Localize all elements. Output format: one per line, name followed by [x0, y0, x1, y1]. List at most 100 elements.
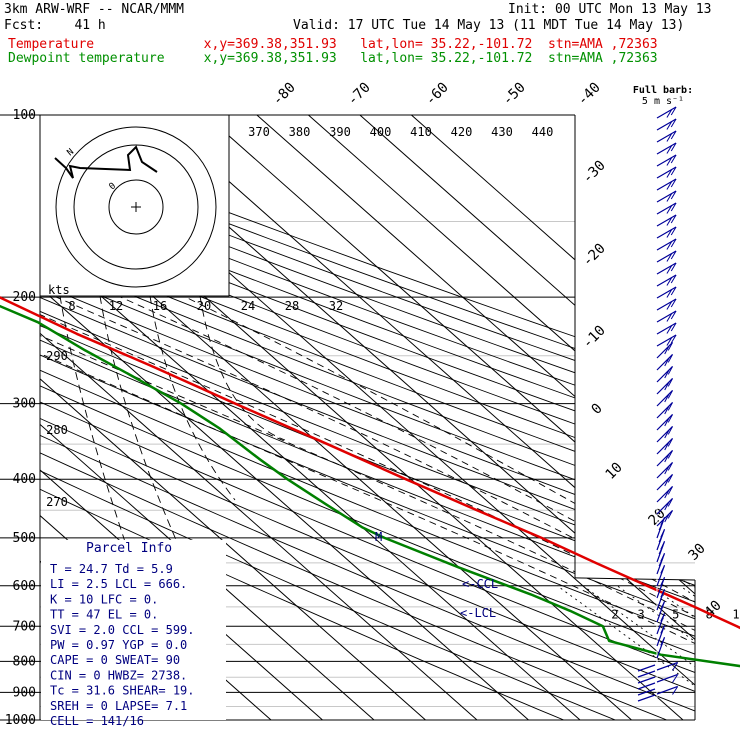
- wind-barb-flag: [664, 405, 670, 415]
- pressure-label: 200: [13, 290, 36, 305]
- parcel-info-row: CELL = 141/16: [50, 714, 144, 728]
- wind-barb: [656, 130, 677, 143]
- dry-adiabat-line: [40, 115, 695, 720]
- wind-barb-flag: [666, 217, 673, 226]
- mixing-ratio-label: 12: [732, 607, 740, 621]
- wind-barb-flag: [666, 121, 673, 130]
- wind-barb-flag: [670, 310, 677, 320]
- barb-legend-title: Full barb:: [633, 85, 693, 96]
- isotherm-label: -50: [500, 80, 529, 109]
- wind-barb-flag: [664, 429, 670, 439]
- parcel-info-row: PW = 0.97 YGP = 0.0: [50, 638, 187, 652]
- hodograph-speed-arc: [99, 295, 186, 561]
- hodograph-units: kts: [48, 283, 70, 297]
- wind-barb-flag: [667, 354, 673, 363]
- barb-legend-value: 5 m s⁻¹: [642, 96, 684, 107]
- wind-barb: [656, 166, 677, 179]
- hodograph-speed-label: 24: [241, 299, 255, 313]
- wind-barb-flag: [670, 238, 677, 248]
- hodograph-speed-label: 16: [153, 299, 167, 313]
- parcel-info-row: K = 10 LFC = 0.: [50, 592, 158, 606]
- hodograph-mark: N: [66, 147, 77, 158]
- hodograph-ring: [73, 144, 199, 270]
- wind-barb-flag: [666, 313, 673, 322]
- theta-label: 370: [248, 125, 270, 139]
- isotherm-line: [359, 115, 695, 720]
- wind-barb: [656, 154, 677, 167]
- wind-barb-flag: [670, 190, 677, 200]
- wind-barb-flag: [664, 465, 670, 475]
- isotherm-label: 30: [686, 541, 709, 564]
- wind-barb: [656, 673, 678, 683]
- wind-barb-flag: [667, 486, 673, 495]
- wind-barb: [656, 238, 677, 251]
- wind-barb-flag: [670, 118, 677, 128]
- parcel-info-row: CIN = 0 HWBZ= 2738.: [50, 668, 187, 682]
- parcel-info-title: Parcel Info: [86, 541, 172, 556]
- wind-barb: [656, 498, 673, 515]
- isotherm-label: -30: [580, 158, 609, 187]
- wind-barb-flag: [667, 474, 673, 483]
- wind-barb: [656, 322, 677, 335]
- parcel-info-row: T = 24.7 Td = 5.9: [50, 562, 173, 576]
- wind-barb: [656, 402, 673, 419]
- wind-barb-flag: [670, 250, 677, 260]
- wind-barb-flag: [664, 417, 670, 427]
- parcel-info-row: CAPE = 0 SWEAT= 90: [50, 653, 180, 667]
- moist-adiabat-line: [40, 296, 695, 720]
- dry-adiabat-line: [40, 115, 695, 720]
- isotherm-line: [40, 115, 426, 720]
- wind-barb-flag: [667, 402, 673, 411]
- parcel-info-row: SREH = 0 LAPSE= 7.1: [50, 699, 187, 713]
- dry-adiabat-line: [40, 115, 695, 720]
- dry-adiabat-line: [40, 115, 695, 720]
- dry-adiabat-line: [40, 115, 695, 720]
- theta-label: 400: [370, 125, 392, 139]
- isotherm-label: 0: [589, 401, 606, 418]
- wind-barb: [656, 202, 677, 215]
- wind-barb-flag: [667, 414, 673, 423]
- dry-adiabat-line: [40, 115, 616, 720]
- dry-adiabat-line: [40, 115, 695, 720]
- dry-adiabat-line: [40, 115, 695, 720]
- theta-low-labels: 290 280 270: [46, 349, 68, 509]
- wind-barb-flag: [670, 298, 677, 308]
- wind-barb-flag: [660, 625, 665, 634]
- level-markers: <-CCL <-LCL M: [375, 530, 498, 620]
- parcel-info-row: SVI = 2.0 CCL = 599.: [50, 623, 195, 637]
- parcel-info-bg: [41, 539, 226, 720]
- wind-barb: [656, 178, 677, 191]
- dry-adiabat-line: [40, 115, 667, 720]
- wind-barb: [656, 190, 677, 203]
- theta-label: 380: [289, 125, 311, 139]
- wind-barb: [656, 661, 678, 671]
- hodograph-ring: [55, 126, 217, 288]
- theta-label: 390: [329, 125, 351, 139]
- moist-adiabat-line: [56, 296, 695, 720]
- pressure-label: 600: [13, 579, 36, 594]
- wind-barb-flag: [666, 277, 673, 286]
- theta-label: 430: [491, 125, 513, 139]
- wind-barb-flag: [666, 181, 673, 190]
- wind-barb-flag: [670, 214, 677, 224]
- theta-labels: 370 380 390 400 410 420 430 440: [248, 125, 553, 139]
- hodograph-trace: [54, 145, 158, 179]
- wind-barb-flag: [667, 450, 673, 459]
- wind-barb-flag: [667, 498, 673, 507]
- wind-barb-flag: [664, 393, 670, 403]
- wind-barb-flag: [666, 169, 673, 178]
- isotherm-line: [40, 115, 375, 720]
- temperature-legend: Temperature x,y=369.38,351.93 lat,lon= 3…: [8, 37, 658, 52]
- isotherm-line: [411, 115, 695, 720]
- frame-diag: [574, 577, 696, 581]
- wind-barb: [656, 334, 677, 347]
- moist-adiabat-line: [40, 296, 695, 720]
- mixing-ratio-label: 2: [611, 607, 618, 621]
- pressure-label: 900: [13, 685, 36, 700]
- moist-adiabat-line: [185, 296, 695, 720]
- wind-barb: [637, 694, 656, 702]
- wind-barb-flag: [664, 381, 670, 391]
- m-marker: M: [375, 530, 382, 544]
- parcel-info: Parcel Info T = 24.7 Td = 5.9LI = 2.5 LCL…: [41, 539, 226, 728]
- wind-barb-flag: [670, 202, 677, 212]
